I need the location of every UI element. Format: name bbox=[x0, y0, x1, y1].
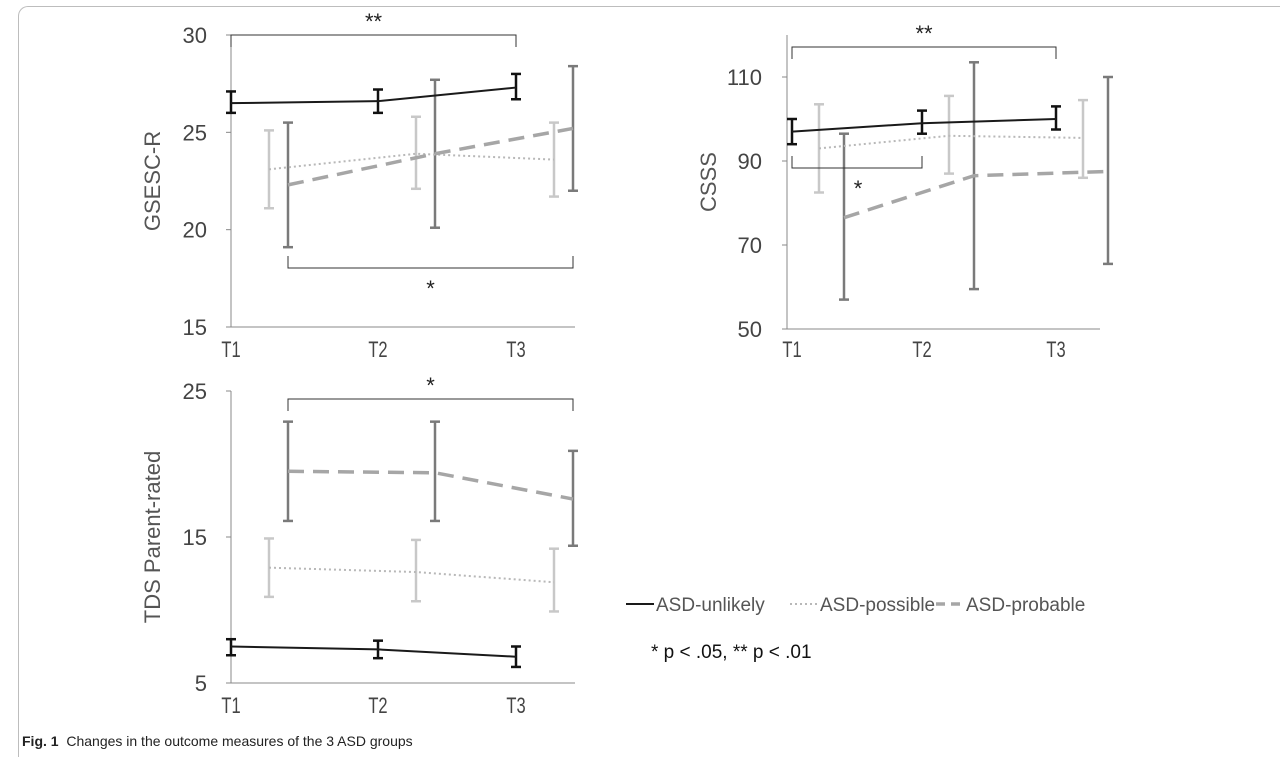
error-bar bbox=[1103, 77, 1113, 264]
error-bar bbox=[1078, 100, 1088, 178]
chart-panel-3: 5 15 25 TDS Parent-rated T1 T2 T3 * bbox=[140, 373, 578, 719]
legend-label: ASD-unlikely bbox=[656, 595, 765, 616]
bracket-line bbox=[231, 35, 516, 47]
significance-bracket: ** bbox=[792, 21, 1056, 59]
legend-label: ASD-probable bbox=[966, 595, 1085, 616]
x-tick-label: T2 bbox=[368, 338, 387, 363]
x-tick-label: T1 bbox=[782, 338, 801, 363]
x-tick-label: T1 bbox=[221, 694, 240, 719]
series-line-asd-possible bbox=[269, 568, 554, 583]
series-line-asd-probable bbox=[288, 128, 573, 184]
x-tick-label: T2 bbox=[912, 338, 931, 363]
series-line-asd-probable bbox=[288, 471, 573, 499]
x-tick-label: T1 bbox=[221, 338, 240, 363]
series-line-asd-possible bbox=[819, 136, 1083, 149]
y-tick-label: 25 bbox=[183, 120, 207, 145]
x-tick-label: T3 bbox=[1046, 338, 1065, 363]
legend-label: ASD-possible bbox=[820, 595, 935, 616]
y-tick-label: 5 bbox=[195, 671, 207, 696]
significance-label: ** bbox=[915, 21, 933, 46]
y-tick-label: 30 bbox=[183, 23, 207, 48]
y-axis-label: GSESC-R bbox=[140, 131, 165, 231]
significance-label: * bbox=[854, 176, 863, 201]
y-tick-label: 110 bbox=[727, 65, 762, 90]
legend-item: ASD-unlikely bbox=[626, 595, 765, 616]
series-line-asd-possible bbox=[269, 154, 554, 170]
x-tick-label: T3 bbox=[506, 338, 525, 363]
significance-label: ** bbox=[365, 9, 383, 34]
error-bar bbox=[511, 74, 521, 99]
significance-note: * p < .05, ** p < .01 bbox=[651, 642, 812, 663]
bracket-line bbox=[792, 47, 1056, 59]
error-bar bbox=[411, 117, 421, 189]
y-tick-label: 15 bbox=[183, 525, 207, 550]
error-bar bbox=[1051, 106, 1061, 129]
x-tick-label: T2 bbox=[368, 694, 387, 719]
y-tick-label: 25 bbox=[183, 379, 207, 404]
caption-text: Changes in the outcome measures of the 3… bbox=[66, 733, 412, 749]
series-line-asd-unlikely bbox=[792, 119, 1056, 132]
y-tick-label: 15 bbox=[183, 315, 207, 340]
error-bar bbox=[549, 549, 559, 612]
y-axis-label: CSSS bbox=[696, 152, 721, 212]
error-bar bbox=[944, 96, 954, 174]
significance-bracket: * bbox=[288, 256, 573, 301]
y-tick-label: 20 bbox=[183, 218, 207, 243]
significance-bracket: * bbox=[792, 156, 922, 201]
significance-bracket: ** bbox=[231, 9, 516, 47]
bracket-line bbox=[288, 256, 573, 268]
y-tick-label: 50 bbox=[738, 317, 762, 342]
figure-caption: Fig. 1 Changes in the outcome measures o… bbox=[22, 733, 413, 749]
significance-bracket: * bbox=[288, 373, 573, 411]
significance-label: * bbox=[426, 373, 435, 398]
y-axis-label: TDS Parent-rated bbox=[140, 451, 165, 623]
error-bar bbox=[430, 422, 440, 521]
series-line-asd-probable bbox=[844, 172, 1108, 218]
y-tick-label: 90 bbox=[738, 149, 762, 174]
y-tick-label: 70 bbox=[738, 233, 762, 258]
error-bar bbox=[411, 540, 421, 601]
x-tick-label: T3 bbox=[506, 694, 525, 719]
bracket-line bbox=[792, 156, 922, 168]
legend-item: ASD-possible bbox=[790, 595, 935, 616]
series-line-asd-unlikely bbox=[231, 647, 516, 657]
legend-item: ASD-probable bbox=[936, 595, 1085, 616]
bracket-line bbox=[288, 399, 573, 411]
significance-label: * bbox=[426, 276, 435, 301]
caption-label: Fig. 1 bbox=[22, 733, 59, 749]
legend: ASD-unlikely ASD-possible ASD-probable * p … bbox=[626, 595, 1085, 663]
